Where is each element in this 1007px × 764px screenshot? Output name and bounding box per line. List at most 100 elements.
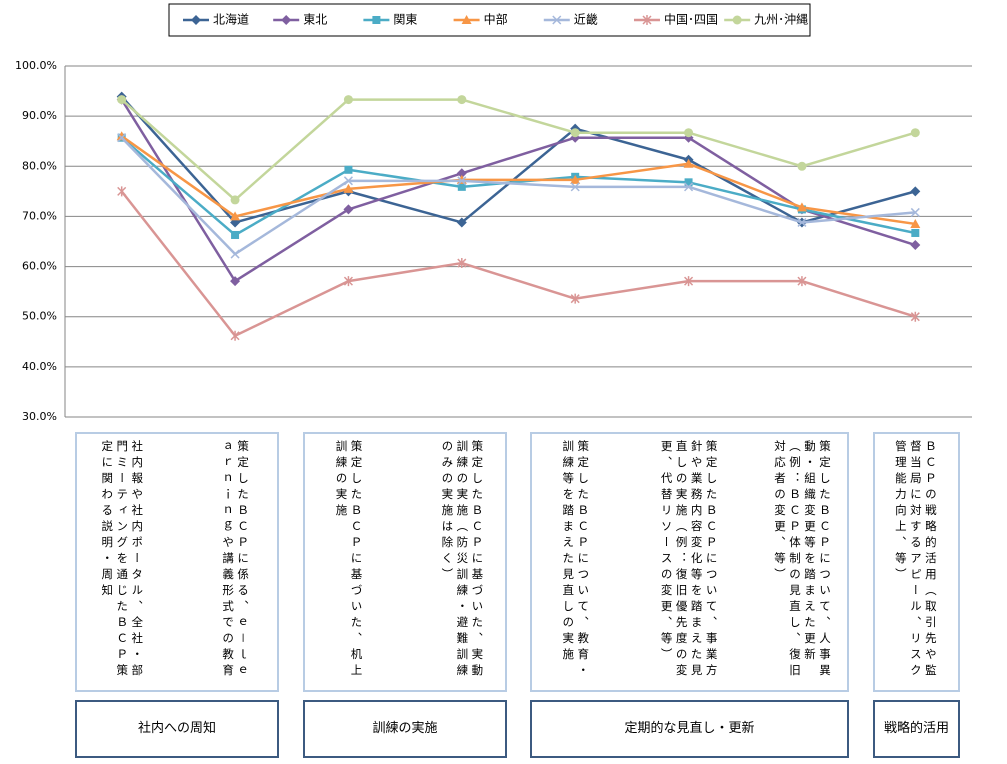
marker <box>456 217 467 228</box>
category-cell: 策定したＢＣＰについて、教育・訓練等を踏まえた見直しの実施 <box>523 440 627 690</box>
group-label: 社内への周知 <box>75 700 279 758</box>
marker <box>457 95 467 105</box>
marker <box>117 186 127 197</box>
category-cell: 社内報や社内ポータル、全社・部門ミーティングを通じたＢＣＰ策定に関わる説明・周知 <box>70 440 174 690</box>
series-line <box>120 98 916 283</box>
category-cell: ＢＣＰの戦略的活用（取引先や監督当局に対するアピール、リスク管理能力向上、等） <box>863 440 967 690</box>
marker <box>281 15 292 25</box>
group-label: 訓練の実施 <box>303 700 507 758</box>
category-cell: 策定したＢＣＰについて、事業方針や業務内容変化等を踏まえた見直しの実施（例：復旧… <box>637 440 741 690</box>
y-tick-label: 90.0% <box>22 109 57 122</box>
x-tick-label: 策定したＢＣＰに基づいた、机上訓練の実施 <box>334 440 364 680</box>
series <box>116 94 921 287</box>
x-tick-label: 社内報や社内ポータル、全社・部門ミーティングを通じたＢＣＰ策定に関わる説明・周知 <box>100 440 145 680</box>
marker <box>343 95 353 105</box>
marker <box>191 15 201 25</box>
marker <box>910 186 921 197</box>
marker <box>910 311 920 322</box>
y-tick-label: 60.0% <box>22 260 57 273</box>
marker <box>343 204 354 215</box>
y-tick-label: 50.0% <box>22 310 57 323</box>
marker <box>570 174 581 184</box>
marker <box>910 218 921 228</box>
category-box <box>873 432 960 692</box>
marker <box>910 240 921 251</box>
series <box>117 133 920 259</box>
marker <box>570 293 580 304</box>
marker <box>552 15 562 25</box>
marker <box>684 128 694 138</box>
category-box <box>75 432 279 692</box>
legend-label: 中国･四国 <box>664 12 718 27</box>
marker <box>456 168 467 179</box>
marker <box>343 276 353 287</box>
marker <box>372 16 381 24</box>
marker <box>117 133 127 143</box>
category-cell: 策定したＢＣＰに基づいた、机上訓練の実施 <box>296 440 400 690</box>
marker <box>910 128 920 138</box>
marker <box>230 249 240 259</box>
x-tick-label: 策定したＢＣＰについて、人事異動・組織変更等を踏まえた更新（例：ＢＣＰ体制の見直… <box>772 440 832 680</box>
category-box <box>530 432 849 692</box>
series <box>116 131 921 228</box>
marker <box>231 230 240 239</box>
marker <box>457 258 467 269</box>
marker <box>684 178 693 187</box>
marker <box>910 207 920 217</box>
category-cell: 策定したＢＣＰに係る、ｅ－ｌｅａｒｎｉｎｇや講義形式での教育 <box>183 440 287 690</box>
y-tick-label: 80.0% <box>22 159 57 172</box>
x-tick-label: 策定したＢＣＰについて、教育・訓練等を踏まえた見直しの実施 <box>561 440 591 680</box>
group-label: 戦略的活用 <box>873 700 960 758</box>
series-line <box>120 136 916 256</box>
marker <box>797 161 807 171</box>
marker <box>343 183 354 193</box>
legend-label: 中部 <box>484 12 508 27</box>
marker <box>911 228 920 237</box>
y-tick-label: 40.0% <box>22 360 57 373</box>
marker <box>457 176 467 186</box>
marker <box>344 165 353 174</box>
x-tick-label: 策定したＢＣＰについて、事業方針や業務内容変化等を踏まえた見直しの実施（例：復旧… <box>659 440 719 680</box>
legend-label: 東北 <box>303 13 327 27</box>
y-tick-label: 100.0% <box>15 59 57 72</box>
series-line <box>120 135 916 226</box>
marker <box>230 276 241 287</box>
marker <box>230 195 240 205</box>
category-cell: 策定したＢＣＰについて、人事異動・組織変更等を踏まえた更新（例：ＢＣＰ体制の見直… <box>750 440 854 690</box>
legend-label: 北海道 <box>213 12 249 27</box>
series-line <box>120 95 916 224</box>
marker <box>117 95 127 105</box>
marker <box>797 217 807 227</box>
marker <box>684 276 694 287</box>
category-cell: 策定したＢＣＰに基づいた、実動訓練の実施（防災訓練・避難訓練のみの実施は除く） <box>410 440 514 690</box>
legend-label: 近畿 <box>574 13 598 27</box>
category-box <box>303 432 507 692</box>
marker <box>684 182 694 192</box>
marker <box>461 15 472 24</box>
marker <box>732 15 742 25</box>
x-tick-label: 策定したＢＣＰに基づいた、実動訓練の実施（防災訓練・避難訓練のみの実施は除く） <box>440 440 485 680</box>
marker <box>570 182 580 192</box>
marker <box>570 128 580 138</box>
marker <box>116 131 127 141</box>
series-line <box>120 136 916 237</box>
marker <box>683 158 694 168</box>
marker <box>230 330 240 341</box>
marker <box>457 182 466 191</box>
marker <box>343 176 353 186</box>
marker <box>796 202 807 212</box>
marker <box>797 276 807 287</box>
marker <box>642 15 652 25</box>
series <box>117 186 920 341</box>
y-tick-label: 30.0% <box>22 410 57 423</box>
series <box>117 95 920 205</box>
group-label: 定期的な見直し・更新 <box>530 700 849 758</box>
x-tick-label: ＢＣＰの戦略的活用（取引先や監督当局に対するアピール、リスク管理能力向上、等） <box>893 440 938 680</box>
series-line <box>120 98 916 202</box>
series-line <box>120 190 916 338</box>
marker <box>230 211 241 221</box>
x-tick-label: 策定したＢＣＰに係る、ｅ－ｌｅａｒｎｉｎｇや講義形式での教育 <box>221 440 251 680</box>
legend-label: 関東 <box>393 13 417 27</box>
